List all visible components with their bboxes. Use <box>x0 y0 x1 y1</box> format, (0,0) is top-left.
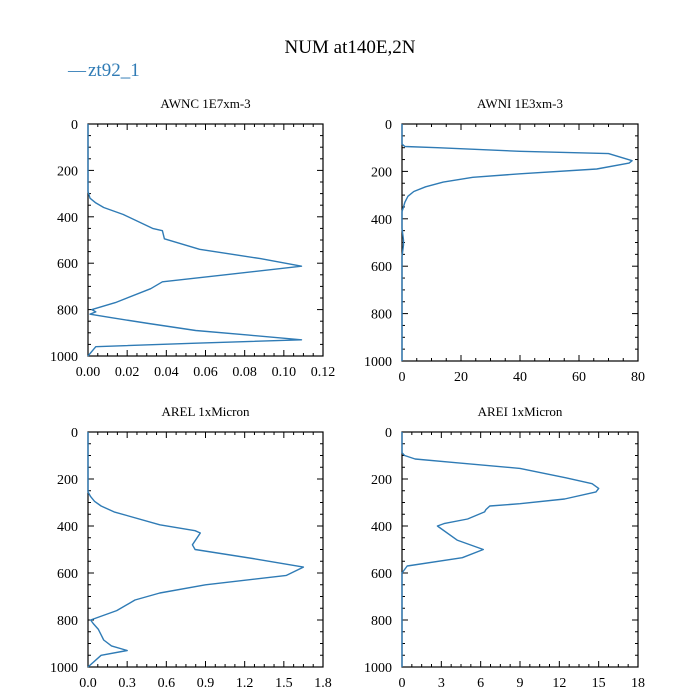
x-tick-label: 3 <box>438 676 445 691</box>
y-tick-label: 1000 <box>364 661 392 676</box>
y-tick-label: 600 <box>371 260 392 275</box>
x-tick-label: 0.6 <box>158 676 176 691</box>
y-tick-label: 200 <box>57 164 78 179</box>
y-tick-label: 400 <box>371 520 392 535</box>
x-tick-label: 20 <box>454 370 468 385</box>
y-tick-label: 1000 <box>50 350 78 365</box>
x-tick-label: 0.3 <box>118 676 136 691</box>
panel-title: AREL 1xMicron <box>162 404 250 419</box>
plot-frame <box>401 431 639 668</box>
series-line <box>87 432 305 668</box>
figure-title: NUM at140E,2N <box>285 37 416 58</box>
y-tick-label: 1000 <box>50 661 78 676</box>
y-tick-label: 800 <box>57 304 78 319</box>
x-tick-label: 0.06 <box>193 365 218 380</box>
y-tick-label: 1000 <box>364 355 392 370</box>
x-tick-label: 0 <box>399 676 406 691</box>
x-tick-label: 0.04 <box>154 365 179 380</box>
panels: AWNC 1E7xm-30.00 0.02 0.04 0.06 0.08 0.10 0.12… <box>50 96 645 691</box>
y-tick-label: 800 <box>371 614 392 629</box>
x-tick-label: 15 <box>592 676 606 691</box>
y-tick-label: 600 <box>57 257 78 272</box>
y-tick-label: 600 <box>57 567 78 582</box>
plot-frame <box>87 123 324 357</box>
series-line <box>401 124 633 361</box>
y-tick-label: 800 <box>371 308 392 323</box>
plot-frame <box>87 431 324 668</box>
series-line <box>87 124 303 357</box>
x-tick-label: 40 <box>513 370 527 385</box>
x-tick-label: 12 <box>552 676 566 691</box>
y-tick-label: 0 <box>385 426 392 441</box>
x-tick-label: 0.12 <box>311 365 336 380</box>
x-tick-label: 0.9 <box>197 676 215 691</box>
y-tick-label: 800 <box>57 614 78 629</box>
x-tick-label: 0.08 <box>232 365 257 380</box>
panel-4: AREI 1xMicron 0 3 6 9 12 15 18 0 200 400 600 800 1000 <box>364 404 645 691</box>
plot-frame <box>401 123 639 362</box>
panel-1: AWNC 1E7xm-3 0.00 0.02 0.04 0.06 0.08 0.10 0.12… <box>50 96 335 380</box>
y-tick-label: 200 <box>57 473 78 488</box>
x-tick-label: 6 <box>477 676 484 691</box>
y-tick-label: 600 <box>371 567 392 582</box>
legend-dash-icon: — <box>67 60 87 80</box>
x-tick-label: 0.10 <box>272 365 297 380</box>
x-tick-label: 0 <box>399 370 406 385</box>
y-tick-label: 400 <box>371 213 392 228</box>
legend: — zt92_1 <box>67 60 140 81</box>
y-tick-label: 400 <box>57 520 78 535</box>
y-tick-label: 400 <box>57 211 78 226</box>
x-tick-label: 18 <box>631 676 645 691</box>
x-tick-label: 80 <box>631 370 645 385</box>
x-tick-label: 1.8 <box>314 676 332 691</box>
panel-title: AWNI 1E3xm-3 <box>477 96 563 111</box>
y-tick-label: 0 <box>71 426 78 441</box>
x-tick-label: 0.02 <box>115 365 140 380</box>
panel-3: AREL 1xMicron 0.0 0.3 0.6 0.9 1.2 1.5 1.8 0 200 40… <box>50 404 332 691</box>
panel-title: AWNC 1E7xm-3 <box>160 96 250 111</box>
y-tick-label: 200 <box>371 473 392 488</box>
panel-title: AREI 1xMicron <box>478 404 563 419</box>
x-tick-label: 0.0 <box>79 676 97 691</box>
legend-label: zt92_1 <box>88 60 140 81</box>
y-tick-label: 200 <box>371 165 392 180</box>
x-tick-label: 60 <box>572 370 586 385</box>
x-tick-label: 1.5 <box>275 676 293 691</box>
series-line <box>401 432 600 667</box>
x-tick-label: 9 <box>517 676 524 691</box>
x-tick-label: 0.00 <box>76 365 101 380</box>
y-tick-label: 0 <box>385 118 392 133</box>
x-tick-label: 1.2 <box>236 676 254 691</box>
y-tick-label: 0 <box>71 118 78 133</box>
